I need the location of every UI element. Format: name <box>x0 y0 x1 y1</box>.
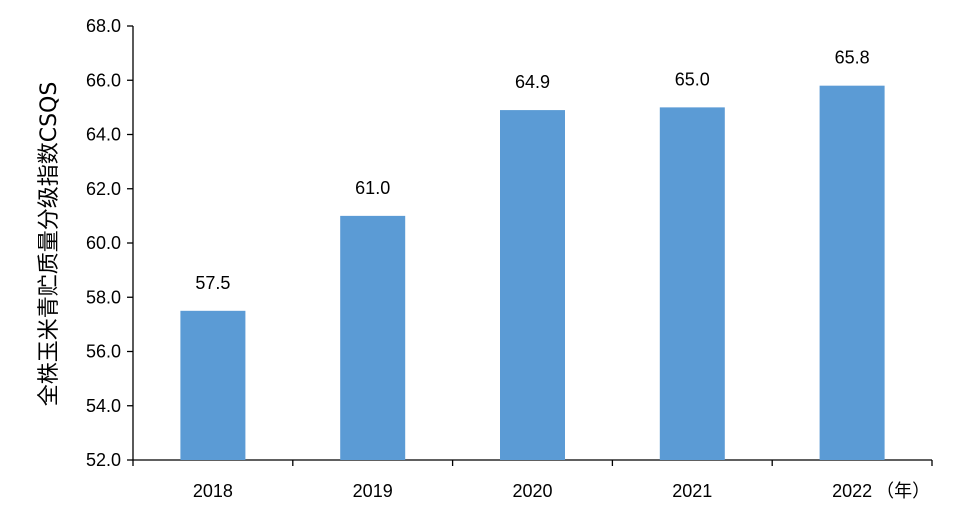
x-tick-label-2020: 2020 <box>512 481 552 501</box>
x-axis-unit-label: （年） <box>876 481 930 501</box>
bar-2018 <box>180 310 246 460</box>
bar-2022 <box>819 85 885 461</box>
y-tick-label: 56.0 <box>86 342 121 362</box>
x-tick-label-2022: 2022 <box>832 481 872 501</box>
data-label-2022: 65.8 <box>835 48 870 68</box>
y-tick-label: 52.0 <box>86 450 121 470</box>
data-labels: 57.5 61.0 64.9 65.0 65.8 <box>195 48 869 293</box>
x-tick-label-2019: 2019 <box>353 481 393 501</box>
data-label-2019: 61.0 <box>355 178 390 198</box>
y-axis: 52.0 54.0 56.0 58.0 60.0 62.0 64.0 66.0 68.0 <box>86 16 134 470</box>
x-tick-label-2021: 2021 <box>672 481 712 501</box>
y-tick-label: 60.0 <box>86 233 121 253</box>
x-tick-label-2018: 2018 <box>193 481 233 501</box>
y-tick-label: 62.0 <box>86 179 121 199</box>
bars <box>180 85 885 461</box>
y-tick-label: 68.0 <box>86 16 121 36</box>
y-tick-label: 64.0 <box>86 125 121 145</box>
data-label-2018: 57.5 <box>195 273 230 293</box>
y-tick-label: 58.0 <box>86 287 121 307</box>
data-label-2020: 64.9 <box>515 72 550 92</box>
y-tick-label: 66.0 <box>86 70 121 90</box>
y-tick-label: 54.0 <box>86 396 121 416</box>
bar-2020 <box>500 110 565 461</box>
x-axis: 2018 2019 2020 2021 2022 （年） <box>132 459 933 501</box>
data-label-2021: 65.0 <box>675 69 710 89</box>
bar-2019 <box>340 215 406 460</box>
y-axis-title: 全株玉米青贮质量分级指数CSQS <box>37 82 62 407</box>
bar-2021 <box>659 107 725 460</box>
